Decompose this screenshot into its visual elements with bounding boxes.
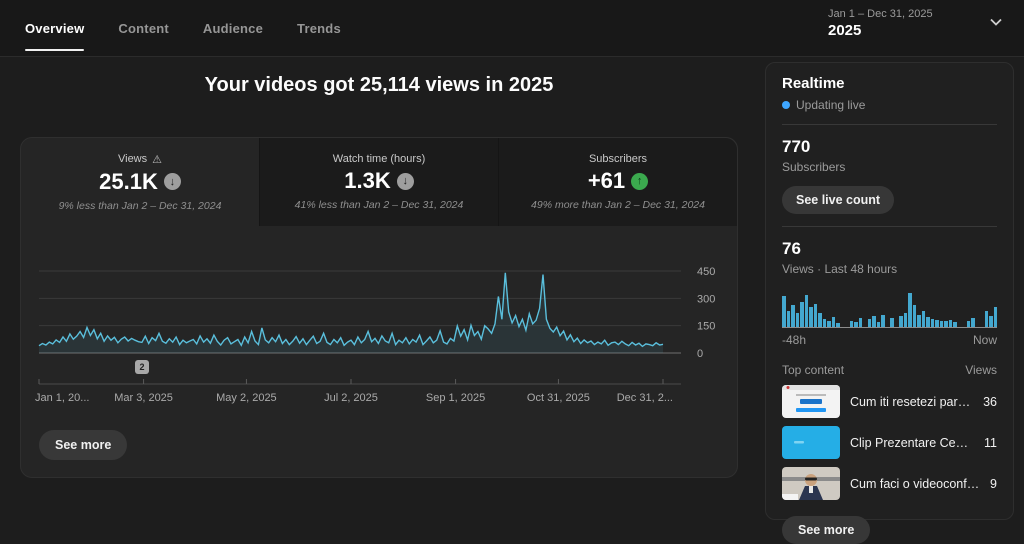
metric-subscribers-label: Subscribers	[588, 153, 648, 165]
svg-text:May 2, 2025: May 2, 2025	[216, 392, 277, 404]
tab-overview[interactable]: Overview	[25, 0, 85, 57]
svg-text:Sep 1, 2025: Sep 1, 2025	[426, 392, 485, 404]
realtime-status: Updating live	[796, 98, 866, 112]
metric-subscribers-compare: 49% more than Jan 2 – Dec 31, 2024	[531, 199, 705, 211]
views-column-label: Views	[965, 363, 997, 377]
video-thumbnail-webpage	[782, 385, 840, 418]
svg-text:450: 450	[697, 266, 715, 278]
top-content-row-2[interactable]: Clip Prezentare CeL 2020 RO 11	[782, 426, 997, 459]
realtime-views-count: 76	[782, 239, 801, 258]
trend-down-icon: ↓	[396, 172, 414, 190]
chart-annotation-badge[interactable]: 2	[135, 360, 149, 374]
svg-text:Oct 31, 2025: Oct 31, 2025	[527, 392, 590, 404]
metric-watch-time-value: 1.3K	[344, 168, 391, 193]
date-range-text: Jan 1 – Dec 31, 2025	[828, 8, 933, 20]
svg-text:150: 150	[697, 321, 715, 333]
realtime-bar-chart[interactable]	[782, 290, 997, 328]
tab-audience[interactable]: Audience	[202, 21, 264, 36]
video-title: Clip Prezentare CeL 2020 RO	[850, 435, 974, 450]
overview-chart-card: Views ⚠ 25.1K ↓ 9% less than Jan 2 – Dec…	[20, 137, 738, 478]
live-dot-icon	[782, 101, 790, 109]
video-views: 36	[983, 394, 997, 409]
realtime-see-more-button[interactable]: See more	[782, 516, 871, 544]
date-year-text: 2025	[828, 22, 862, 39]
page-title: Your videos got 25,114 views in 2025	[204, 74, 554, 96]
svg-text:300: 300	[697, 293, 715, 305]
video-views: 11	[984, 435, 997, 450]
video-title: Cum faci o videoconferință c...	[850, 476, 980, 491]
analytics-header: Overview Content Audience Trends Jan 1 –…	[0, 0, 1024, 57]
divider	[782, 124, 997, 125]
date-range-picker[interactable]: Jan 1 – Dec 31, 2025 2025	[828, 8, 933, 39]
metric-watch-time-compare: 41% less than Jan 2 – Dec 31, 2024	[294, 199, 464, 211]
svg-text:0: 0	[697, 348, 703, 360]
video-thumbnail-webcam	[782, 467, 840, 500]
top-content-row-1[interactable]: Cum iti resetezi parola daca ... 36	[782, 385, 997, 418]
svg-text:Jan 1, 20...: Jan 1, 20...	[35, 392, 89, 404]
see-more-button[interactable]: See more	[39, 430, 128, 460]
divider	[782, 226, 997, 227]
video-views: 9	[990, 476, 997, 491]
metric-views-compare: 9% less than Jan 2 – Dec 31, 2024	[58, 199, 222, 212]
metric-views-label: Views	[117, 153, 148, 165]
realtime-panel: Realtime Updating live 770 Subscribers S…	[765, 62, 1014, 544]
trend-down-icon: ↓	[163, 173, 181, 190]
top-content-label: Top content	[782, 363, 845, 377]
video-thumbnail-blue	[782, 426, 840, 459]
warning-icon[interactable]: ⚠	[152, 153, 163, 166]
metric-watch-time-label: Watch time (hours)	[332, 153, 426, 165]
see-live-count-button[interactable]: See live count	[782, 186, 895, 214]
metric-subscribers[interactable]: Subscribers +61 ↑ 49% more than Jan 2 – …	[498, 138, 737, 226]
realtime-views-label: Views · Last 48 hours	[782, 262, 898, 276]
realtime-axis-end: Now	[972, 333, 997, 347]
svg-text:Mar 3, 2025: Mar 3, 2025	[114, 392, 173, 404]
metric-watch-time[interactable]: Watch time (hours) 1.3K ↓ 41% less than …	[259, 138, 498, 226]
trend-up-icon: ↑	[631, 172, 649, 190]
video-title: Cum iti resetezi parola daca ...	[850, 394, 974, 409]
tab-trends[interactable]: Trends	[297, 21, 341, 36]
realtime-subscribers-count: 770	[782, 137, 811, 156]
metric-tabs: Views ⚠ 25.1K ↓ 9% less than Jan 2 – Dec…	[21, 138, 737, 226]
metric-views[interactable]: Views ⚠ 25.1K ↓ 9% less than Jan 2 – Dec…	[21, 138, 259, 226]
realtime-axis-start: -48h	[782, 333, 807, 347]
metric-views-value: 25.1K	[99, 168, 158, 194]
realtime-title: Realtime	[782, 75, 845, 92]
svg-text:Jul 2, 2025: Jul 2, 2025	[324, 392, 378, 404]
svg-text:Dec 31, 2...: Dec 31, 2...	[617, 392, 673, 404]
metric-subscribers-value: +61	[587, 168, 626, 193]
top-content-row-3[interactable]: Cum faci o videoconferință c... 9	[782, 467, 997, 500]
tab-content[interactable]: Content	[118, 21, 169, 36]
chevron-down-icon[interactable]	[988, 14, 1004, 30]
views-line-chart[interactable]: 450 300 150 0 Jan 1, 20... Mar 3, 2025 May 2, …	[21, 236, 739, 411]
realtime-subscribers-label: Subscribers	[782, 160, 846, 174]
analytics-tabs: Overview Content Audience Trends	[25, 0, 341, 57]
